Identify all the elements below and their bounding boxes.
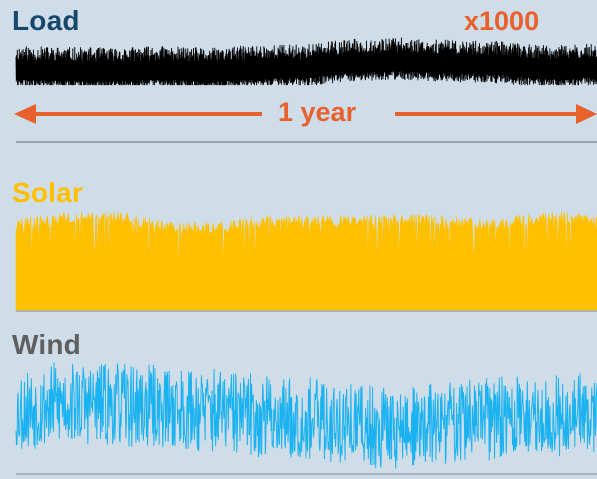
load-scale-annotation: x1000 xyxy=(464,6,540,36)
wind-series-line xyxy=(15,362,597,469)
load-series-line xyxy=(15,37,597,86)
time-span-arrow-left-head xyxy=(14,104,36,124)
series-layer xyxy=(15,37,597,469)
load-panel-title: Load xyxy=(12,5,80,36)
time-span-label: 1 year xyxy=(278,97,357,127)
wind-panel-title: Wind xyxy=(12,329,81,360)
time-span-arrow xyxy=(14,104,597,124)
solar-panel-title: Solar xyxy=(12,177,84,208)
solar-series-area xyxy=(15,210,597,311)
time-span-arrow-right-head xyxy=(576,104,597,124)
